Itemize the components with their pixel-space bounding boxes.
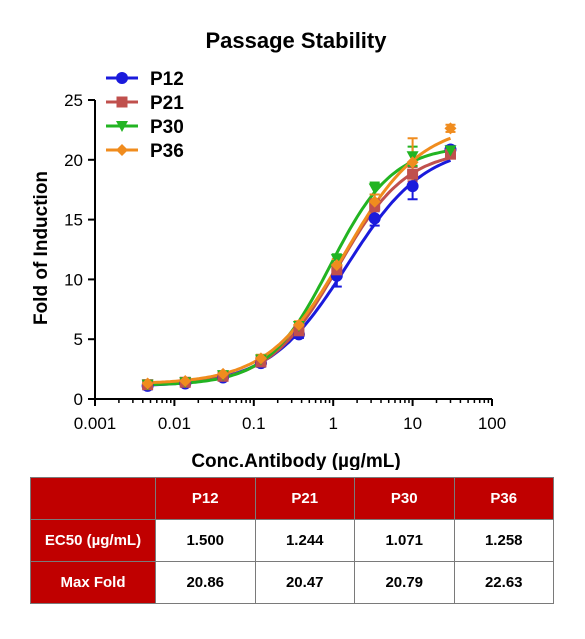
table-header-cell: P30 <box>354 477 455 520</box>
x-tick-label: 10 <box>403 414 422 433</box>
table-cell: 20.47 <box>254 561 355 604</box>
data-point <box>444 145 457 157</box>
legend-label: P30 <box>150 117 184 138</box>
table-cell: 1.071 <box>354 519 455 562</box>
data-points <box>141 122 457 392</box>
data-point <box>368 183 381 195</box>
data-point <box>444 122 457 135</box>
data-point <box>217 367 230 380</box>
data-point <box>116 144 128 156</box>
y-tick-label: 25 <box>64 91 83 110</box>
table-header-cell: P36 <box>453 477 554 520</box>
row-label: EC50 (µg/mL) <box>30 519 156 562</box>
legend-label: P12 <box>150 69 184 90</box>
legend-label: P36 <box>150 141 184 162</box>
table-row: EC50 (µg/mL) 1.500 1.244 1.071 1.258 <box>30 519 554 562</box>
x-tick-label: 0.001 <box>74 414 117 433</box>
y-tick-label: 15 <box>64 211 83 230</box>
legend-label: P21 <box>150 93 184 114</box>
table-cell: 22.63 <box>453 561 554 604</box>
y-tick-label: 10 <box>64 270 83 289</box>
data-point <box>368 195 381 208</box>
data-point <box>116 121 128 132</box>
row-label: Max Fold <box>30 561 156 604</box>
y-tick-label: 20 <box>64 151 83 170</box>
data-point <box>116 72 128 84</box>
data-point <box>179 375 192 388</box>
y-tick-label: 5 <box>74 330 83 349</box>
fit-curve <box>147 136 452 385</box>
table-cell: 1.244 <box>254 519 355 562</box>
table-header-row: P12 P21 P30 P36 <box>30 477 554 520</box>
data-point <box>406 156 419 169</box>
fit-curve <box>147 159 452 387</box>
chart-title: Passage Stability <box>206 28 388 53</box>
legend: P12 P21 P30 P36 <box>106 69 184 162</box>
data-point <box>407 168 419 180</box>
y-axis-label: Fold of Induction <box>31 171 52 325</box>
x-axis-label: Conc.Antibody (µg/mL) <box>191 451 400 470</box>
table-cell: 1.258 <box>453 519 554 562</box>
table-cell: 20.86 <box>155 561 256 604</box>
ec50-table: P12 P21 P30 P36 EC50 (µg/mL) 1.500 1.244… <box>30 477 554 604</box>
data-point <box>368 212 381 225</box>
x-tick-label: 100 <box>478 414 506 433</box>
series-curves <box>147 136 452 387</box>
data-point <box>254 352 267 365</box>
fit-curve <box>147 156 451 386</box>
table-header-cell: P12 <box>155 477 256 520</box>
axes: 0.001 0.01 0.1 1 10 100 0 5 10 15 20 25 <box>64 91 506 433</box>
table-cell: 1.500 <box>155 519 256 562</box>
data-point <box>116 96 128 108</box>
chart: Passage Stability Conc.Antibody (µg/mL) … <box>31 28 506 470</box>
data-point <box>141 377 154 390</box>
table-header-cell: P21 <box>254 477 355 520</box>
fit-curve <box>147 148 451 387</box>
table-cell: 20.79 <box>354 561 455 604</box>
data-point <box>330 259 343 272</box>
x-tick-label: 1 <box>328 414 337 433</box>
x-tick-label: 0.01 <box>158 414 191 433</box>
data-point <box>292 318 305 331</box>
table-header-cell <box>30 477 156 520</box>
data-point <box>406 180 419 193</box>
y-tick-label: 0 <box>74 390 83 409</box>
table-row: Max Fold 20.86 20.47 20.79 22.63 <box>30 561 554 604</box>
x-tick-label: 0.1 <box>242 414 266 433</box>
